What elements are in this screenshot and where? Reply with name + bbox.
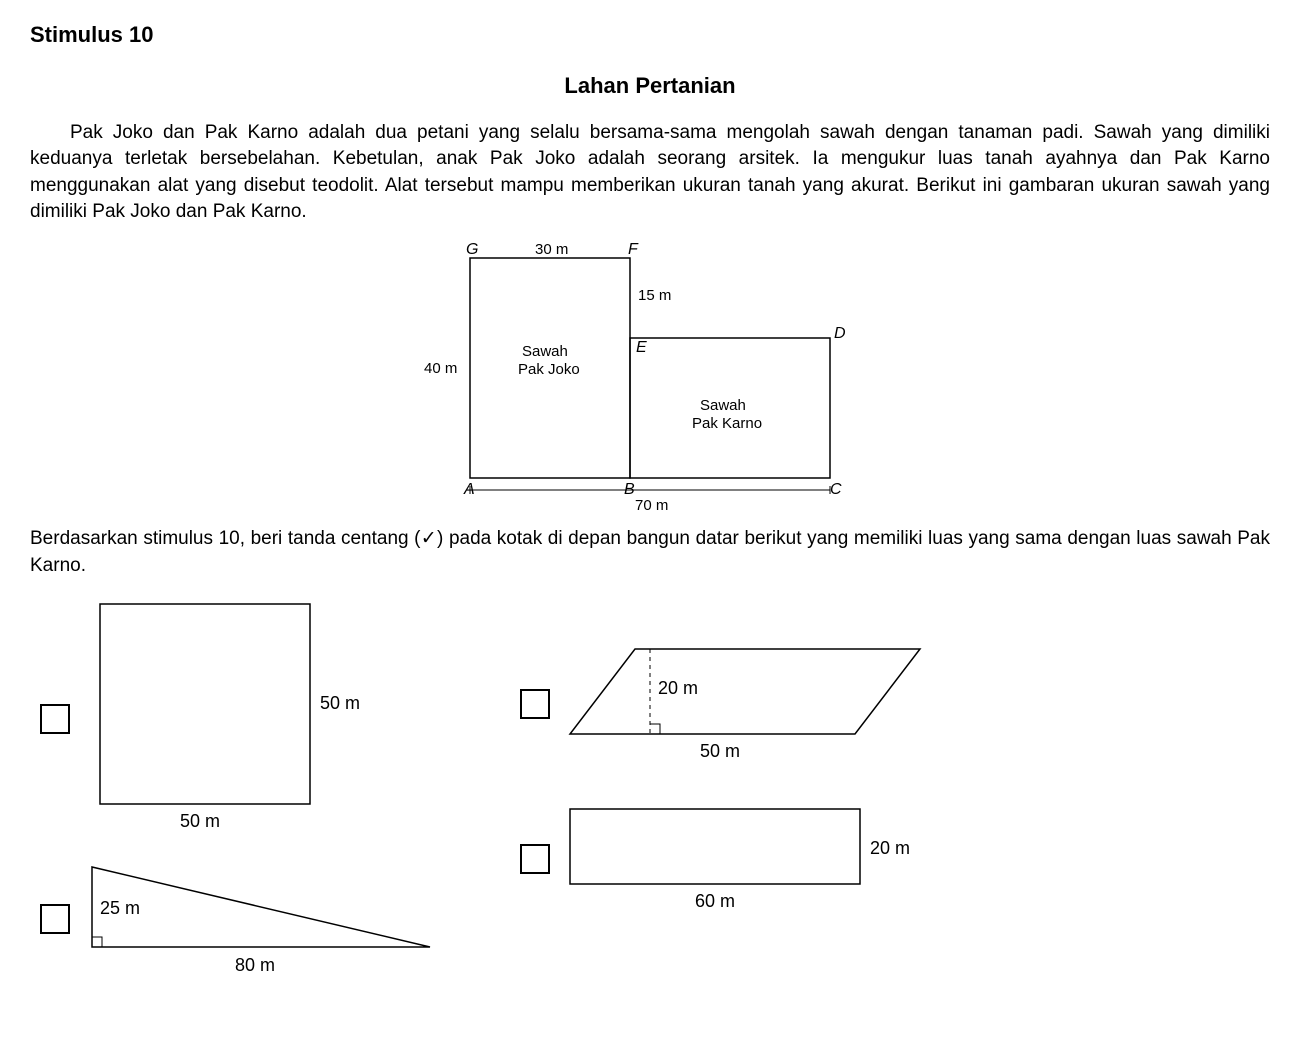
dim-GA: 40 m	[424, 360, 457, 377]
page-title: Lahan Pertanian	[30, 71, 1270, 102]
region1-l1: Sawah	[522, 343, 568, 360]
region1-l2: Pak Joko	[518, 361, 580, 378]
point-D: D	[834, 325, 846, 342]
point-C: C	[830, 481, 842, 498]
point-G: G	[466, 241, 478, 258]
svg-text:60 m: 60 m	[695, 891, 735, 911]
stimulus-label: Stimulus 10	[30, 20, 1270, 51]
dim-FE: 15 m	[638, 287, 671, 304]
shape-square: 50 m 50 m	[80, 599, 390, 839]
option-rectangle: 20 m 60 m	[520, 799, 940, 919]
checkbox-triangle[interactable]	[40, 904, 70, 934]
intro-paragraph: Pak Joko dan Pak Karno adalah dua petani…	[30, 120, 1270, 226]
option-parallelogram: 20 m 50 m	[520, 639, 940, 769]
point-A: A	[463, 481, 475, 498]
checkbox-square[interactable]	[40, 704, 70, 734]
shape-triangle: 25 m 80 m	[80, 859, 460, 979]
checkbox-parallelogram[interactable]	[520, 689, 550, 719]
svg-text:20 m: 20 m	[658, 678, 698, 698]
point-F: F	[628, 241, 639, 258]
dim-GF: 30 m	[535, 241, 568, 258]
point-E: E	[636, 339, 647, 356]
region2-l1: Sawah	[700, 397, 746, 414]
checkbox-rectangle[interactable]	[520, 844, 550, 874]
shape-parallelogram: 20 m 50 m	[560, 639, 940, 769]
region2-l2: Pak Karno	[692, 415, 762, 432]
svg-text:80 m: 80 m	[235, 955, 275, 975]
dim-AC: 70 m	[635, 497, 668, 514]
svg-text:20 m: 20 m	[870, 838, 910, 858]
svg-text:50 m: 50 m	[700, 741, 740, 761]
svg-text:50 m: 50 m	[180, 811, 220, 831]
main-diagram: G F E D A B C 30 m 15 m 40 m 70 m Sawah …	[30, 238, 1270, 518]
shape-rectangle: 20 m 60 m	[560, 799, 940, 919]
svg-text:25 m: 25 m	[100, 898, 140, 918]
option-triangle: 25 m 80 m	[40, 859, 460, 979]
point-B: B	[624, 481, 635, 498]
svg-text:50 m: 50 m	[320, 693, 360, 713]
question-text: Berdasarkan stimulus 10, beri tanda cent…	[30, 526, 1270, 579]
option-square: 50 m 50 m	[40, 599, 460, 839]
